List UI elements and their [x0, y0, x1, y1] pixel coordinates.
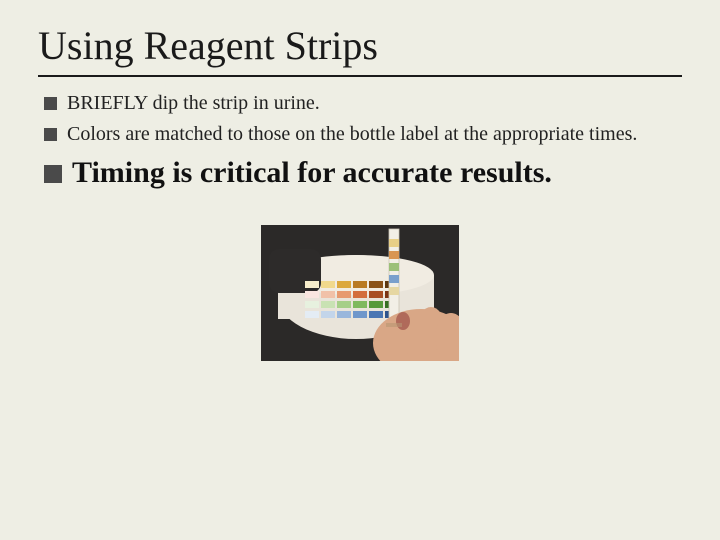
bullet-text-emphasis: Timing is critical for accurate results. [72, 155, 552, 191]
bullet-marker-icon [44, 165, 62, 183]
reagent-strip-svg [261, 225, 459, 361]
slide-title: Using Reagent Strips [38, 22, 682, 69]
image-container [38, 225, 682, 361]
bullet-text: Colors are matched to those on the bottl… [67, 122, 637, 147]
bullet-marker-icon [44, 97, 57, 110]
bullet-list: BRIEFLY dip the strip in urine. Colors a… [38, 91, 682, 191]
reagent-strip-image [261, 225, 459, 361]
title-underline [38, 75, 682, 77]
bullet-item: Colors are matched to those on the bottl… [44, 122, 682, 147]
slide: Using Reagent Strips BRIEFLY dip the str… [0, 0, 720, 540]
bullet-marker-icon [44, 128, 57, 141]
bullet-item: BRIEFLY dip the strip in urine. [44, 91, 682, 116]
bullet-item-emphasis: Timing is critical for accurate results. [44, 155, 682, 191]
bullet-text: BRIEFLY dip the strip in urine. [67, 91, 320, 116]
